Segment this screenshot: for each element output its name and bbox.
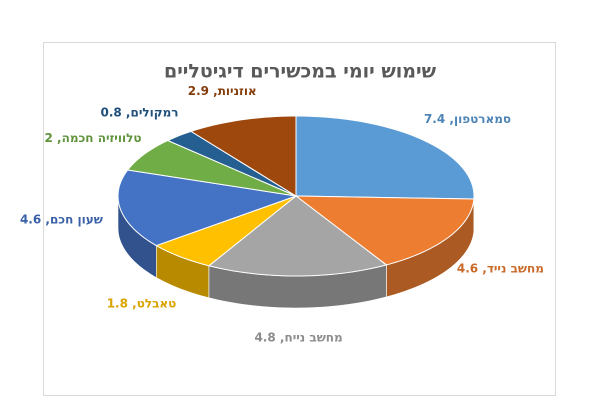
slice [117, 169, 297, 247]
slice [189, 115, 297, 197]
chart-title: שימוש יומי במכשירים דיגיטליים [164, 61, 437, 83]
slice [155, 195, 297, 267]
data-label: שעון חכם, 4.6 [20, 212, 103, 226]
data-label: סמארטפון, 7.4 [424, 112, 511, 126]
data-label: טלוויזיה חכמה, 2 [44, 131, 141, 145]
data-label: אוזניות, 2.9 [188, 84, 257, 98]
data-label: רמקולים, 0.8 [100, 106, 178, 120]
slice [294, 195, 475, 266]
slice [207, 195, 388, 277]
slice [295, 115, 475, 200]
data-label: טאבלט, 1.8 [107, 297, 177, 311]
slice [166, 130, 297, 197]
slice [126, 139, 297, 197]
data-label: מחשב נייח, 4.8 [254, 331, 342, 345]
data-label: מחשב נייד, 4.6 [457, 261, 544, 275]
plot-area: סמארטפון, 7.4 מחשב נייד, 4.6 מחשב נייח, 4.… [20, 84, 544, 345]
